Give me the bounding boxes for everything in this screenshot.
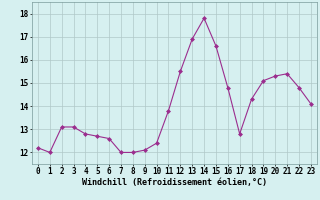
X-axis label: Windchill (Refroidissement éolien,°C): Windchill (Refroidissement éolien,°C) xyxy=(82,178,267,187)
